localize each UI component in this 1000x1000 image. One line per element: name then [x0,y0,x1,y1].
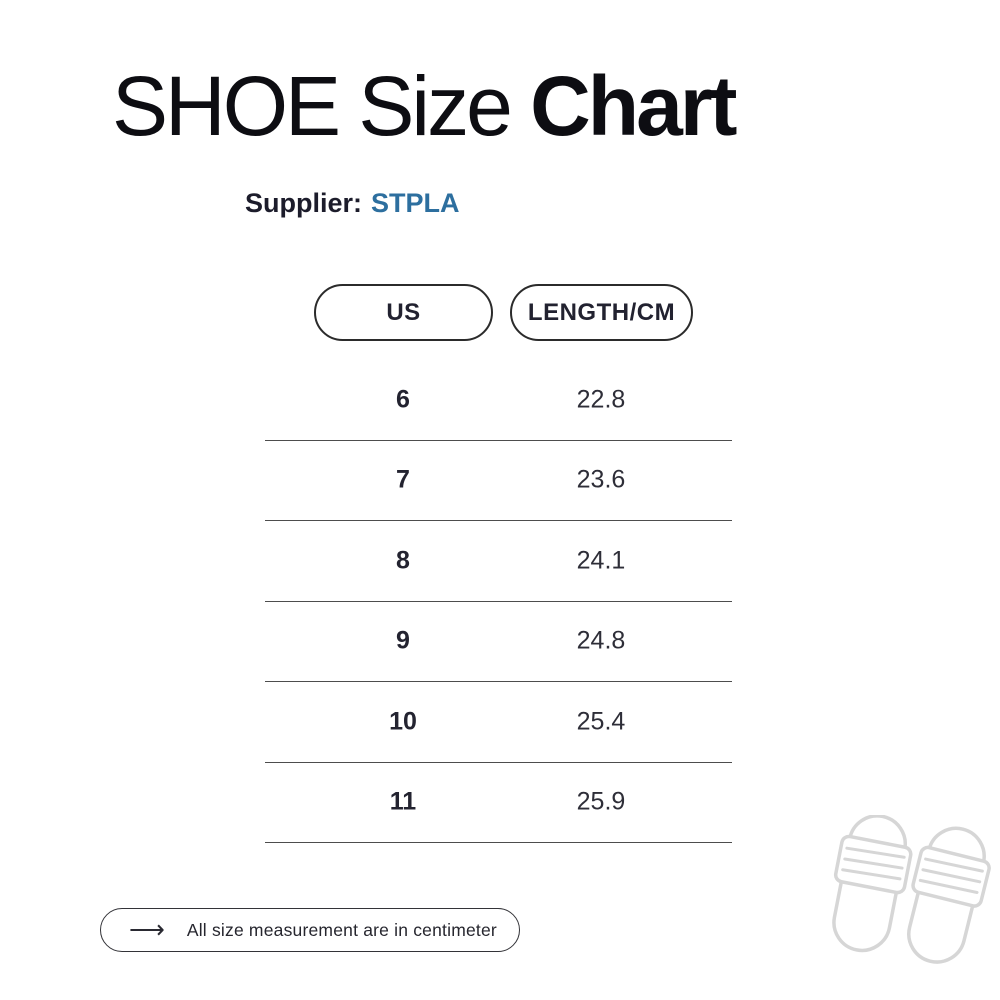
us-cell: 11 [389,787,417,816]
long-right-arrow-icon: ⟶ [129,915,165,944]
slippers-icon [832,815,991,964]
supplier-label: Supplier: [245,188,363,218]
table-row: 11 25.9 [265,763,732,843]
page-title: SHOE Size Chart [112,58,738,155]
supplier-value: STPLA [371,188,460,218]
us-cell: 9 [396,626,410,655]
length-cell: 24.1 [576,546,626,575]
length-cell: 25.9 [576,787,626,816]
table-row: 9 24.8 [265,602,732,682]
us-cell: 7 [396,465,410,494]
measurement-note-pill: ⟶ All size measurement are in centimeter [100,908,520,952]
measurement-note-text: All size measurement are in centimeter [186,919,497,940]
length-cell: 22.8 [576,385,626,414]
us-cell: 6 [396,385,410,414]
length-cell: 24.8 [576,626,626,655]
column-header-length: LENGTH/CM [510,284,693,341]
size-table: 6 22.8 7 23.6 8 24.1 9 24.8 10 25.4 11 2… [265,360,732,843]
us-cell: 10 [389,707,417,736]
length-cell: 23.6 [576,465,626,494]
table-row: 8 24.1 [265,521,732,602]
table-row: 7 23.6 [265,441,732,521]
column-header-us: US [314,284,493,341]
title-bold: Chart [530,59,737,153]
table-row: 6 22.8 [265,360,732,441]
supplier-line: Supplier: STPLA [245,188,460,219]
length-cell: 25.4 [576,707,626,736]
us-cell: 8 [396,546,410,575]
title-regular: SHOE Size [112,59,531,153]
table-row: 10 25.4 [265,682,732,763]
